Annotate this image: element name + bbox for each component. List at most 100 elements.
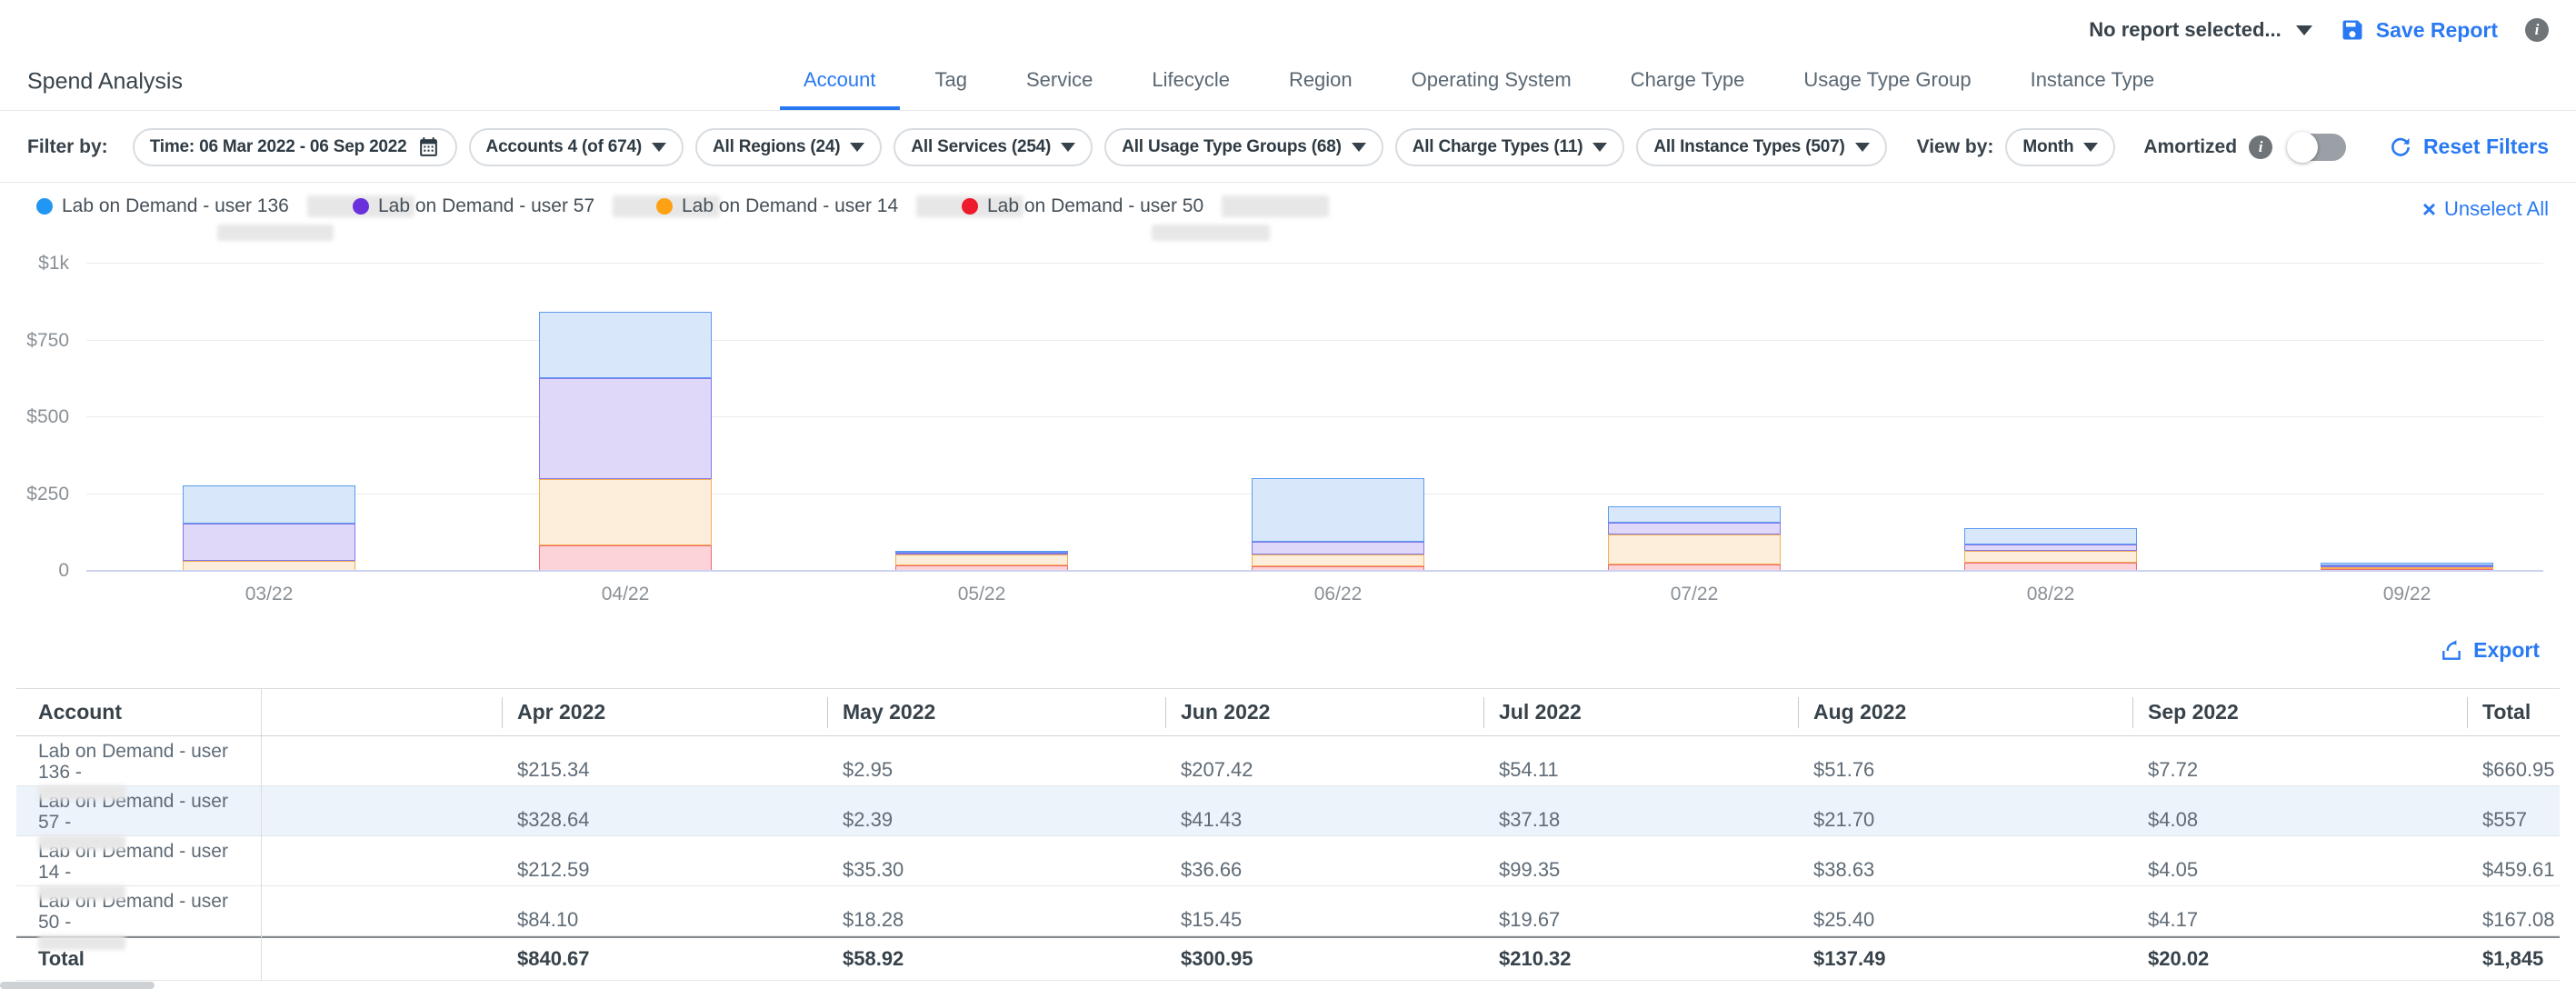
y-axis-tick: $1k bbox=[38, 253, 69, 274]
bar-05/22[interactable] bbox=[895, 550, 1068, 571]
table-row[interactable]: Lab on Demand - user 50 - $84.10 $18.28 $15… bbox=[16, 886, 2560, 954]
accounts-filter-pill[interactable]: Accounts 4 (of 674) bbox=[468, 127, 684, 166]
table-body: Lab on Demand - user 136 - $215.34 $2.95 $2… bbox=[16, 736, 2560, 981]
tab-instance-type[interactable]: Instance Type bbox=[2030, 67, 2155, 91]
reset-filters-button[interactable]: Reset Filters bbox=[2389, 135, 2549, 159]
redacted-text bbox=[38, 785, 125, 800]
regions-filter-pill[interactable]: All Regions (24) bbox=[695, 127, 883, 166]
bar-segment[interactable] bbox=[1252, 554, 1424, 566]
tab-usage-type-group[interactable]: Usage Type Group bbox=[1803, 67, 1972, 91]
bar-segment[interactable] bbox=[1608, 523, 1781, 534]
bar-segment[interactable] bbox=[1964, 528, 2137, 544]
spend-stacked-bar-chart: $1k $750 $500 $250 0 03/22 04/22 05/22 06/2… bbox=[0, 244, 2576, 607]
tab-region[interactable]: Region bbox=[1288, 67, 1353, 91]
redacted-text bbox=[1222, 195, 1330, 217]
usage-type-groups-filter-pill[interactable]: All Usage Type Groups (68) bbox=[1104, 127, 1383, 166]
x-axis-line bbox=[86, 570, 2543, 572]
bar-segment[interactable] bbox=[539, 479, 712, 545]
bar-segment[interactable] bbox=[183, 485, 355, 524]
redacted-text bbox=[217, 225, 334, 241]
tab-account[interactable]: Account bbox=[780, 53, 900, 110]
info-icon[interactable]: i bbox=[2525, 18, 2549, 42]
tab-bar: Account Tag Service Lifecycle Region Ope… bbox=[780, 53, 2178, 110]
legend-dot-purple bbox=[353, 198, 369, 215]
bar-segment[interactable] bbox=[539, 312, 712, 379]
horizontal-scrollbar-thumb[interactable] bbox=[0, 982, 155, 989]
y-axis-tick: 0 bbox=[58, 560, 69, 581]
amortized-toggle[interactable] bbox=[2287, 131, 2347, 163]
view-by-month-select[interactable]: Month bbox=[2005, 127, 2116, 166]
bar-segment[interactable] bbox=[1252, 542, 1424, 555]
table-row[interactable]: Lab on Demand - user 57 - $328.64 $2.39 $41… bbox=[16, 786, 2560, 854]
bar-segment[interactable] bbox=[1608, 534, 1781, 565]
legend-label: Lab on Demand - user 50 bbox=[987, 195, 1204, 216]
bar-segment[interactable] bbox=[1964, 544, 2137, 552]
x-axis-label: 06/22 bbox=[1313, 584, 1363, 604]
value-cell: $557 bbox=[2482, 808, 2527, 831]
legend-label: Lab on Demand - user 136 bbox=[62, 195, 289, 216]
bar-07/22[interactable] bbox=[1608, 505, 1781, 571]
export-button[interactable]: Export bbox=[2440, 638, 2540, 663]
usage-type-groups-filter-value: All Usage Type Groups (68) bbox=[1122, 136, 1342, 156]
bar-03/22[interactable] bbox=[183, 485, 355, 571]
x-axis-label: 09/22 bbox=[2382, 584, 2431, 604]
column-header-account[interactable]: Account bbox=[16, 689, 262, 735]
column-header-aug-2022[interactable]: Aug 2022 bbox=[1798, 696, 2132, 728]
x-axis-label: 07/22 bbox=[1670, 584, 1719, 604]
save-report-button[interactable]: Save Report bbox=[2340, 17, 2498, 43]
bar-segment[interactable] bbox=[1252, 478, 1424, 543]
value-cell: $660.95 bbox=[2482, 758, 2555, 781]
instance-types-filter-pill[interactable]: All Instance Types (507) bbox=[1636, 127, 1887, 166]
y-axis-tick: $750 bbox=[26, 330, 69, 351]
column-header-jun-2022[interactable]: Jun 2022 bbox=[1165, 696, 1483, 728]
filter-bar: Filter by: Time: 06 Mar 2022 - 06 Sep 20… bbox=[0, 112, 2576, 183]
tab-lifecycle[interactable]: Lifecycle bbox=[1152, 67, 1230, 91]
refresh-icon bbox=[2389, 135, 2412, 159]
bar-segment[interactable] bbox=[895, 554, 1068, 565]
table-row[interactable]: Lab on Demand - user 14 - $212.59 $35.30 $3… bbox=[16, 836, 2560, 904]
reset-filters-label: Reset Filters bbox=[2422, 135, 2549, 158]
legend-item-user-50[interactable]: Lab on Demand - user 50 bbox=[962, 195, 1330, 217]
tab-service[interactable]: Service bbox=[1025, 67, 1093, 91]
tab-charge-type[interactable]: Charge Type bbox=[1630, 67, 1745, 91]
bar-segment[interactable] bbox=[539, 378, 712, 480]
total-value-cell: $137.49 bbox=[1813, 947, 1886, 970]
total-value-cell: $840.67 bbox=[517, 947, 590, 970]
bar-segment[interactable] bbox=[895, 552, 1068, 554]
y-axis-tick: $500 bbox=[26, 406, 69, 427]
bar-segment[interactable] bbox=[539, 544, 712, 571]
time-filter-pill[interactable]: Time: 06 Mar 2022 - 06 Sep 2022 bbox=[132, 127, 457, 166]
column-header-apr-2022[interactable]: Apr 2022 bbox=[502, 696, 827, 728]
services-filter-pill[interactable]: All Services (254) bbox=[894, 127, 1093, 166]
table-row[interactable]: Lab on Demand - user 136 - $215.34 $2.95 $2… bbox=[16, 736, 2560, 804]
toggle-knob bbox=[2287, 131, 2319, 163]
x-axis-label: 04/22 bbox=[601, 584, 650, 604]
bar-04/22[interactable] bbox=[539, 312, 712, 571]
tab-tag[interactable]: Tag bbox=[934, 67, 967, 91]
total-label: Total bbox=[16, 938, 262, 980]
unselect-all-button[interactable]: × Unselect All bbox=[2422, 197, 2549, 221]
bar-segment[interactable] bbox=[895, 550, 1068, 553]
report-selector-dropdown[interactable]: No report selected... bbox=[2089, 18, 2312, 42]
filter-by-label: Filter by: bbox=[27, 135, 108, 157]
export-icon bbox=[2440, 639, 2463, 663]
bar-segment[interactable] bbox=[2321, 563, 2493, 565]
bar-segment[interactable] bbox=[2321, 565, 2493, 567]
bar-segment[interactable] bbox=[183, 523, 355, 561]
value-cell: $37.18 bbox=[1499, 808, 1561, 831]
amortized-info-icon[interactable]: i bbox=[2249, 135, 2273, 159]
column-header-may-2022[interactable]: May 2022 bbox=[827, 696, 1165, 728]
time-filter-value: Time: 06 Mar 2022 - 06 Sep 2022 bbox=[149, 136, 407, 156]
table-total-row: Total $840.67 $58.92 $300.95 $210.32 $137.49 $… bbox=[16, 936, 2560, 981]
charge-types-filter-pill[interactable]: All Charge Types (11) bbox=[1394, 127, 1625, 166]
column-header-sep-2022[interactable]: Sep 2022 bbox=[2132, 696, 2467, 728]
bar-segment[interactable] bbox=[1964, 551, 2137, 564]
bar-segment[interactable] bbox=[2321, 567, 2493, 569]
column-header-jul-2022[interactable]: Jul 2022 bbox=[1483, 696, 1798, 728]
bar-08/22[interactable] bbox=[1964, 528, 2137, 571]
bar-06/22[interactable] bbox=[1252, 478, 1424, 571]
column-header-total[interactable]: Total bbox=[2467, 696, 2560, 728]
tab-operating-system[interactable]: Operating System bbox=[1411, 67, 1572, 91]
redacted-text bbox=[38, 885, 125, 900]
bar-segment[interactable] bbox=[1608, 505, 1781, 524]
